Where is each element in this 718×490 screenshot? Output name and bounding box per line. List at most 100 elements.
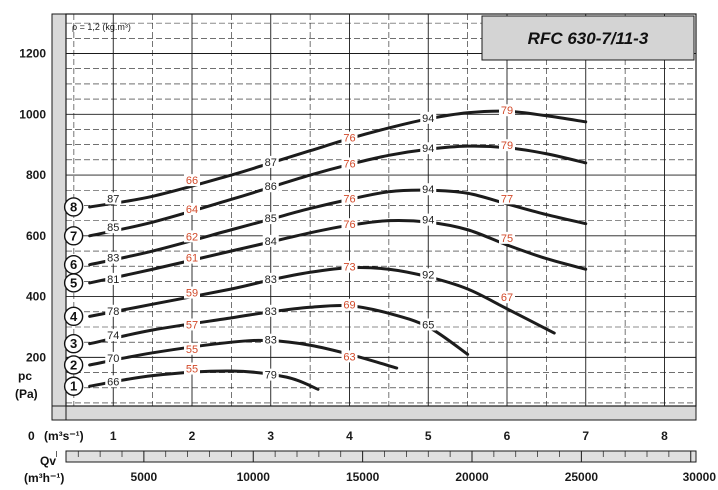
curve-label-bg bbox=[499, 104, 515, 117]
curve-label-bg bbox=[184, 362, 200, 375]
curve-label: 83 bbox=[265, 335, 277, 347]
m3h-tick-label: 20000 bbox=[455, 470, 489, 484]
x-tick-label: 8 bbox=[661, 429, 668, 443]
curve-label: 79 bbox=[265, 370, 277, 382]
curve-label: 73 bbox=[343, 262, 355, 274]
x-tick-label: 6 bbox=[504, 429, 511, 443]
y-tick-label: 800 bbox=[26, 168, 46, 182]
curve-label: 78 bbox=[107, 306, 119, 318]
grid bbox=[66, 14, 696, 406]
x-tick-label: 2 bbox=[189, 429, 196, 443]
curve-label: 74 bbox=[107, 330, 119, 342]
curve-label-bg bbox=[262, 212, 279, 225]
curve-labels: 66 55 79 70 55 83 63 74 57 83 69 65 78 59 83 73 92 67 81 61… bbox=[105, 104, 515, 388]
curve-label: 79 bbox=[501, 140, 513, 152]
curve-label: 64 bbox=[186, 204, 198, 216]
curve-marker-3 bbox=[63, 334, 84, 354]
m3h-scale-band bbox=[65, 450, 697, 463]
curve-label: 66 bbox=[107, 376, 119, 388]
curve-label: 59 bbox=[186, 288, 198, 300]
curve-label-bg bbox=[184, 174, 200, 187]
curve-marker-2 bbox=[63, 355, 84, 375]
curve-5 bbox=[88, 218, 588, 285]
curve-label-bg bbox=[105, 304, 122, 317]
curve-4 bbox=[88, 266, 556, 335]
x-axis-label-top: (m³s⁻¹) bbox=[44, 429, 84, 443]
x-ticks: 1 2 3 4 5 6 7 8 bbox=[110, 429, 668, 443]
curve-label: 63 bbox=[343, 351, 355, 363]
x-axis-label-bottom: (m³h⁻¹) bbox=[24, 471, 64, 485]
y-tick-label: 600 bbox=[26, 229, 46, 243]
curve-label: 62 bbox=[186, 231, 198, 243]
curve-marker-number: 1 bbox=[70, 379, 77, 394]
curve-label-bg bbox=[420, 268, 437, 281]
curve-marker-8 bbox=[63, 197, 84, 217]
curve-marker-number: 7 bbox=[70, 228, 77, 243]
curve-label-bg bbox=[184, 203, 200, 215]
curve-label-bg bbox=[105, 251, 122, 264]
curve-marker-number: 8 bbox=[70, 199, 77, 214]
x-tick-label: 1 bbox=[110, 429, 117, 443]
curve-label-bg bbox=[184, 230, 200, 243]
curve-label-bg bbox=[262, 333, 279, 346]
curve-marker-number: 5 bbox=[70, 275, 77, 290]
curve-label-bg bbox=[184, 318, 200, 331]
y-tick-label: 1000 bbox=[19, 107, 46, 121]
curve-label-bg bbox=[105, 192, 122, 205]
curve-label: 94 bbox=[422, 113, 434, 125]
qv-label: Qv bbox=[40, 454, 56, 468]
curve-label-bg bbox=[341, 192, 358, 205]
curves bbox=[88, 109, 588, 391]
m3h-tick-label: 30000 bbox=[683, 470, 717, 484]
curve-label-bg bbox=[341, 157, 358, 170]
curve-marker-6 bbox=[63, 254, 84, 275]
curve-marker-1 bbox=[63, 376, 84, 396]
m3h-ticks: 5000 10000 15000 20000 25000 30000 bbox=[56, 451, 716, 484]
y-ticks: 200 400 600 800 1000 1200 bbox=[19, 47, 46, 365]
m3h-tick-label: 5000 bbox=[131, 470, 158, 484]
curve-label-bg bbox=[184, 251, 200, 264]
curve-label-bg bbox=[420, 213, 437, 226]
curve-label-bg bbox=[262, 155, 279, 168]
x-tick-label: 7 bbox=[582, 429, 589, 443]
curve-label: 77 bbox=[501, 193, 513, 205]
x-band-frame bbox=[51, 405, 697, 421]
curve-label-bg bbox=[499, 139, 515, 152]
curve-label: 81 bbox=[107, 274, 119, 286]
curve-label: 57 bbox=[186, 319, 198, 331]
plot-frame bbox=[65, 13, 697, 407]
curve-label-bg bbox=[499, 231, 515, 244]
density-label: ρ = 1,2 (kg.m³) bbox=[72, 22, 131, 32]
curve-label: 84 bbox=[265, 236, 277, 248]
curve-label: 87 bbox=[265, 157, 277, 169]
curve-marker-number: 4 bbox=[70, 309, 78, 324]
curve-1 bbox=[88, 369, 320, 391]
curve-label-bg bbox=[105, 329, 122, 342]
y-tick-label: 1200 bbox=[19, 47, 46, 61]
x-origin-label: 0 bbox=[28, 429, 35, 443]
curve-label-bg bbox=[262, 368, 279, 381]
m3h-tick-label: 15000 bbox=[346, 470, 380, 484]
chart-title: RFC 630-7/11-3 bbox=[528, 29, 649, 48]
title-box bbox=[481, 15, 695, 61]
curve-label: 83 bbox=[265, 306, 277, 318]
curve-label-bg bbox=[105, 351, 122, 364]
curve-marker-number: 6 bbox=[70, 257, 77, 272]
curve-marker-number: 2 bbox=[70, 357, 77, 372]
curve-label: 86 bbox=[265, 181, 277, 193]
curve-label: 66 bbox=[186, 175, 198, 187]
curve-label: 76 bbox=[343, 193, 355, 205]
curve-label: 76 bbox=[343, 133, 355, 145]
x-tick-label: 3 bbox=[267, 429, 274, 443]
curve-label-bg bbox=[341, 260, 358, 273]
curve-label-bg bbox=[262, 180, 279, 193]
curve-label-bg bbox=[420, 183, 437, 196]
curve-marker-4 bbox=[63, 306, 84, 327]
x-tick-label: 5 bbox=[425, 429, 432, 443]
y-axis-band bbox=[52, 14, 66, 420]
curve-label-bg bbox=[262, 304, 279, 317]
y-tick-label: 400 bbox=[26, 290, 46, 304]
curve-label-bg bbox=[341, 218, 358, 231]
curve-label-bg bbox=[420, 111, 437, 124]
